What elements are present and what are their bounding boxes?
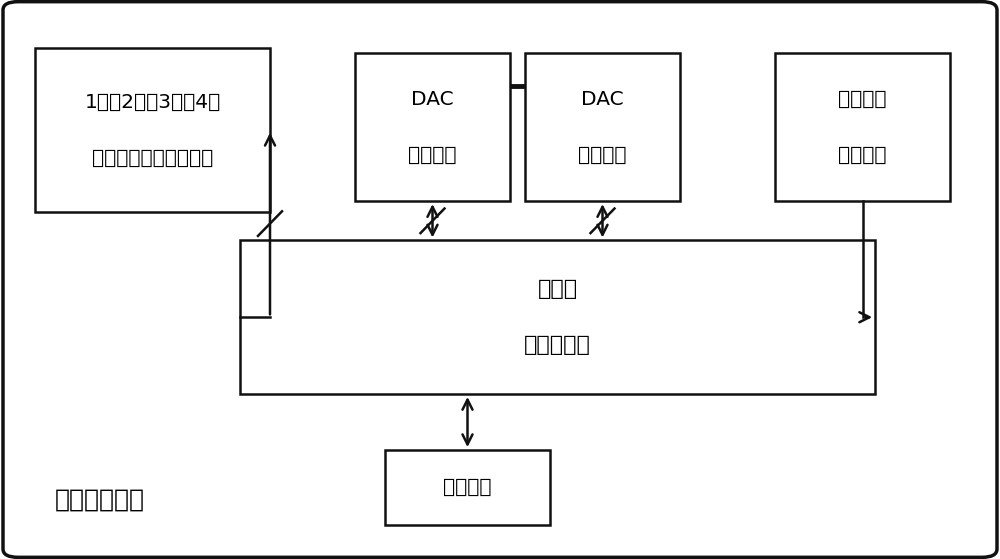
Text: 接口总线: 接口总线 — [838, 146, 887, 164]
Bar — [775, 53, 950, 201]
Bar — [35, 48, 270, 212]
Text: 控制总线: 控制总线 — [408, 146, 457, 164]
Bar — [240, 240, 875, 394]
Bar — [385, 450, 550, 525]
Text: 接收器: 接收器 — [537, 280, 578, 299]
Bar — [525, 53, 680, 201]
Bar — [355, 53, 510, 201]
Text: 无线模块: 无线模块 — [838, 90, 887, 108]
Text: DAC: DAC — [411, 90, 454, 108]
Text: DAC: DAC — [581, 90, 624, 108]
Text: 控制器内核: 控制器内核 — [524, 335, 591, 355]
Text: 接收器控制器: 接收器控制器 — [55, 487, 145, 511]
FancyBboxPatch shape — [3, 2, 997, 557]
Text: 配置接口: 配置接口 — [443, 479, 492, 497]
Text: 模拟信号输出形式控制: 模拟信号输出形式控制 — [92, 149, 213, 167]
Text: 1路、2路、3路、4路: 1路、2路、3路、4路 — [84, 93, 221, 111]
Text: 数据总线: 数据总线 — [578, 146, 627, 164]
